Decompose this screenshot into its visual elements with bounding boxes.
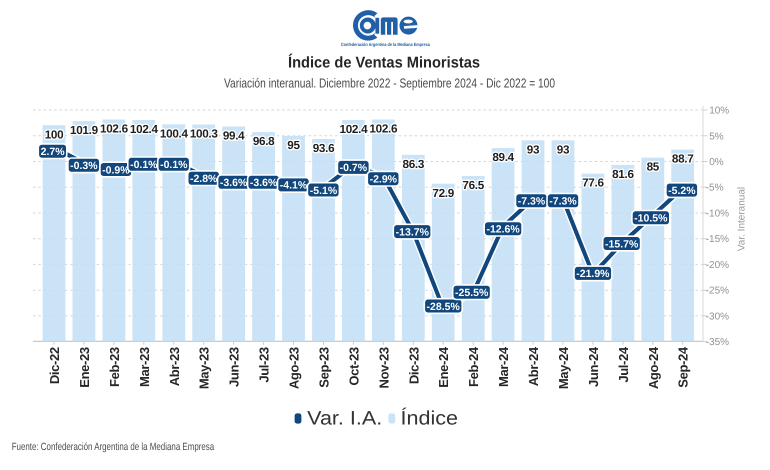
svg-text:93: 93 (557, 143, 570, 156)
svg-text:-30%: -30% (706, 311, 729, 322)
svg-text:-0.9%: -0.9% (102, 164, 130, 176)
svg-text:-5%: -5% (706, 183, 724, 194)
svg-text:Var. I.A.: Var. I.A. (307, 408, 382, 430)
svg-text:101.9: 101.9 (70, 124, 99, 137)
svg-text:76.5: 76.5 (462, 179, 484, 192)
svg-text:-12.6%: -12.6% (486, 224, 520, 236)
svg-text:95: 95 (287, 139, 300, 152)
svg-text:-2.8%: -2.8% (190, 173, 218, 185)
svg-text:Jul-24: Jul-24 (616, 346, 631, 383)
svg-text:-25%: -25% (706, 286, 729, 297)
svg-text:-5.1%: -5.1% (310, 185, 338, 197)
svg-text:-0.1%: -0.1% (130, 159, 158, 171)
svg-text:99.4: 99.4 (223, 130, 245, 143)
svg-text:-2.9%: -2.9% (370, 174, 398, 186)
svg-text:-25.5%: -25.5% (455, 287, 489, 299)
svg-text:-7.3%: -7.3% (549, 196, 577, 208)
svg-text:96.8: 96.8 (253, 135, 275, 148)
svg-text:102.6: 102.6 (369, 123, 398, 136)
svg-text:89.4: 89.4 (492, 151, 514, 164)
svg-text:77.6: 77.6 (582, 177, 604, 190)
svg-text:Oct-23: Oct-23 (346, 347, 361, 385)
svg-text:Sep-23: Sep-23 (317, 347, 332, 388)
svg-text:0%: 0% (709, 157, 724, 168)
svg-text:5%: 5% (709, 131, 724, 142)
svg-text:-20%: -20% (706, 260, 729, 271)
svg-text:-13.7%: -13.7% (396, 226, 430, 238)
svg-text:-0.7%: -0.7% (340, 162, 368, 174)
svg-text:Dic-23: Dic-23 (406, 347, 421, 384)
svg-text:102.6: 102.6 (100, 123, 129, 136)
svg-text:100.3: 100.3 (190, 128, 219, 141)
svg-text:-10.5%: -10.5% (634, 213, 668, 225)
svg-text:-10%: -10% (706, 209, 729, 220)
svg-text:Sep-24: Sep-24 (676, 346, 691, 388)
svg-text:Abr-24: Abr-24 (526, 346, 541, 386)
svg-text:Mar-23: Mar-23 (137, 347, 152, 387)
svg-text:May-24: May-24 (556, 346, 571, 389)
svg-text:Abr-23: Abr-23 (167, 347, 182, 386)
svg-text:72.9: 72.9 (432, 187, 454, 200)
svg-text:-4.1%: -4.1% (280, 180, 308, 192)
svg-text:10%: 10% (709, 106, 729, 117)
svg-text:-28.5%: -28.5% (427, 301, 461, 313)
svg-text:100: 100 (45, 128, 64, 141)
svg-text:Fuente: Confederación Argentin: Fuente: Confederación Argentina de la Me… (12, 441, 215, 453)
svg-text:102.4: 102.4 (130, 123, 159, 136)
svg-text:Jun-24: Jun-24 (586, 346, 601, 387)
svg-text:Índice: Índice (401, 408, 459, 430)
svg-text:Confederación Argentina de la: Confederación Argentina de la Mediana Em… (341, 42, 430, 47)
svg-text:Ago-24: Ago-24 (646, 346, 661, 389)
svg-text:-7.3%: -7.3% (518, 196, 546, 208)
svg-text:May-23: May-23 (197, 347, 212, 389)
svg-text:Var. Interanual: Var. Interanual (737, 187, 748, 251)
svg-text:93.6: 93.6 (313, 142, 335, 155)
svg-text:-0.1%: -0.1% (160, 159, 188, 171)
svg-text:-0.3%: -0.3% (70, 160, 98, 172)
svg-text:-15.7%: -15.7% (605, 238, 639, 250)
svg-text:Feb-23: Feb-23 (107, 347, 122, 387)
svg-text:-3.6%: -3.6% (220, 177, 248, 189)
svg-text:Mar-24: Mar-24 (496, 346, 511, 387)
svg-text:102.4: 102.4 (340, 123, 369, 136)
svg-text:Variación interanual. Diciembr: Variación interanual. Diciembre 2022 - S… (224, 75, 555, 90)
svg-text:Dic-22: Dic-22 (47, 347, 62, 384)
svg-text:93: 93 (527, 143, 540, 156)
svg-text:Jun-23: Jun-23 (227, 347, 242, 387)
svg-text:Jul-23: Jul-23 (257, 347, 272, 383)
svg-text:2.7%: 2.7% (41, 146, 66, 158)
svg-text:85: 85 (647, 161, 660, 174)
svg-text:88.7: 88.7 (672, 153, 694, 166)
svg-text:Ene-23: Ene-23 (77, 347, 92, 388)
svg-text:Feb-24: Feb-24 (466, 346, 481, 387)
svg-text:81.6: 81.6 (612, 168, 634, 181)
svg-text:-15%: -15% (706, 234, 729, 245)
svg-text:100.4: 100.4 (160, 127, 189, 140)
svg-text:-5.2%: -5.2% (668, 185, 696, 197)
svg-text:-35%: -35% (706, 337, 729, 348)
svg-text:Ene-24: Ene-24 (436, 346, 451, 388)
svg-text:-3.6%: -3.6% (250, 177, 278, 189)
svg-text:Índice de Ventas Minoristas: Índice de Ventas Minoristas (288, 54, 480, 72)
svg-text:86.3: 86.3 (403, 158, 425, 171)
svg-text:Ago-23: Ago-23 (287, 347, 302, 389)
svg-text:-21.9%: -21.9% (576, 268, 610, 280)
svg-text:Nov-23: Nov-23 (376, 347, 391, 388)
